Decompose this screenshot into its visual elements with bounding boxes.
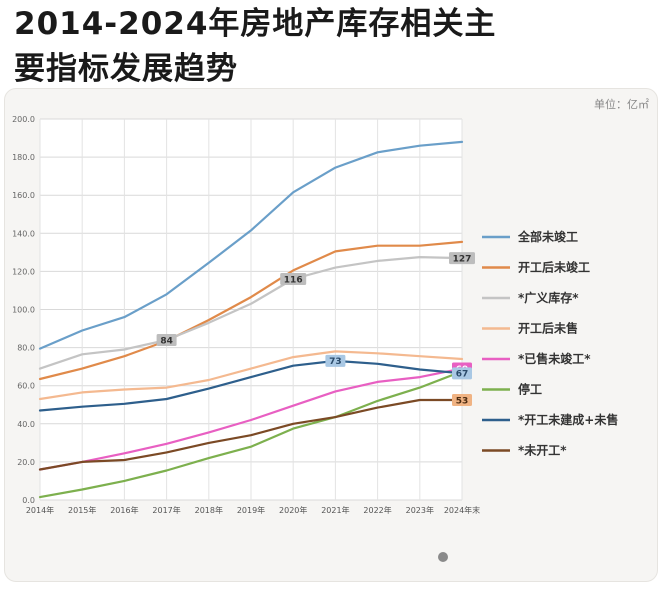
x-tick-label: 2015年 bbox=[68, 505, 96, 515]
series-line-未开工 bbox=[38, 398, 464, 471]
y-tick-label: 60.0 bbox=[17, 382, 35, 391]
y-tick-label: 20.0 bbox=[17, 458, 35, 467]
y-tick-label: 160.0 bbox=[12, 191, 35, 200]
x-tick-label: 2021年 bbox=[321, 505, 349, 515]
page-indicator-dot[interactable] bbox=[438, 552, 448, 562]
legend-label: *广义库存* bbox=[518, 290, 579, 305]
legend-label: *未开工* bbox=[518, 443, 567, 458]
y-tick-label: 100.0 bbox=[12, 306, 35, 315]
legend-label: 全部未竣工 bbox=[517, 229, 578, 244]
data-label-box bbox=[280, 273, 307, 286]
series-line-已售未竣工 bbox=[38, 367, 464, 471]
legend-label: 开工后未售 bbox=[518, 321, 578, 336]
data-label-box bbox=[156, 333, 177, 346]
data-label: 116 bbox=[284, 275, 303, 285]
x-tick-label: 2017年 bbox=[152, 505, 180, 515]
data-label-box bbox=[452, 367, 472, 380]
y-tick-label: 200.0 bbox=[12, 115, 35, 124]
x-tick-label: 2022年 bbox=[363, 505, 391, 515]
x-tick-label: 2024年末 bbox=[444, 505, 480, 515]
y-tick-label: 180.0 bbox=[12, 153, 35, 162]
x-tick-label: 2019年 bbox=[237, 505, 265, 515]
x-tick-label: 2014年 bbox=[26, 505, 54, 515]
series-line-停工 bbox=[38, 370, 464, 499]
title-line-2: 要指标发展趋势 bbox=[14, 51, 238, 87]
series-line-开工后未售 bbox=[38, 350, 464, 401]
data-label: 127 bbox=[453, 254, 472, 264]
series-line-广义库存 bbox=[38, 256, 464, 370]
page-title: 2014-2024年房地产库存相关主 要指标发展趋势 bbox=[14, 2, 644, 92]
legend-label: *开工未建成+未售 bbox=[518, 412, 618, 427]
series-line-开工未建成-plus-未售 bbox=[38, 359, 464, 412]
series-line-开工后未竣工 bbox=[38, 240, 464, 381]
unit-label: 单位：亿㎡ bbox=[594, 98, 649, 111]
data-label-box bbox=[325, 354, 346, 367]
y-tick-label: 0.0 bbox=[22, 496, 35, 505]
legend-label: 停工 bbox=[518, 382, 542, 397]
title-line-1: 2014-2024年房地产库存相关主 bbox=[14, 6, 497, 42]
legend-label: 开工后未竣工 bbox=[518, 260, 590, 275]
y-tick-label: 80.0 bbox=[17, 344, 35, 353]
data-label: 53 bbox=[456, 396, 469, 406]
data-label-box bbox=[452, 393, 472, 406]
data-label: 84 bbox=[160, 336, 173, 346]
legend-label: *已售未竣工* bbox=[518, 351, 591, 366]
y-tick-label: 120.0 bbox=[12, 267, 35, 276]
data-label: 73 bbox=[329, 357, 342, 367]
x-tick-label: 2016年 bbox=[110, 505, 138, 515]
y-tick-label: 140.0 bbox=[12, 229, 35, 238]
y-tick-label: 40.0 bbox=[17, 420, 35, 429]
x-tick-label: 2020年 bbox=[279, 505, 307, 515]
series-line-全部未竣工 bbox=[38, 140, 464, 350]
data-label: 67 bbox=[456, 370, 469, 380]
data-label-box bbox=[449, 252, 475, 265]
x-tick-label: 2023年 bbox=[406, 505, 434, 515]
x-tick-label: 2018年 bbox=[195, 505, 223, 515]
